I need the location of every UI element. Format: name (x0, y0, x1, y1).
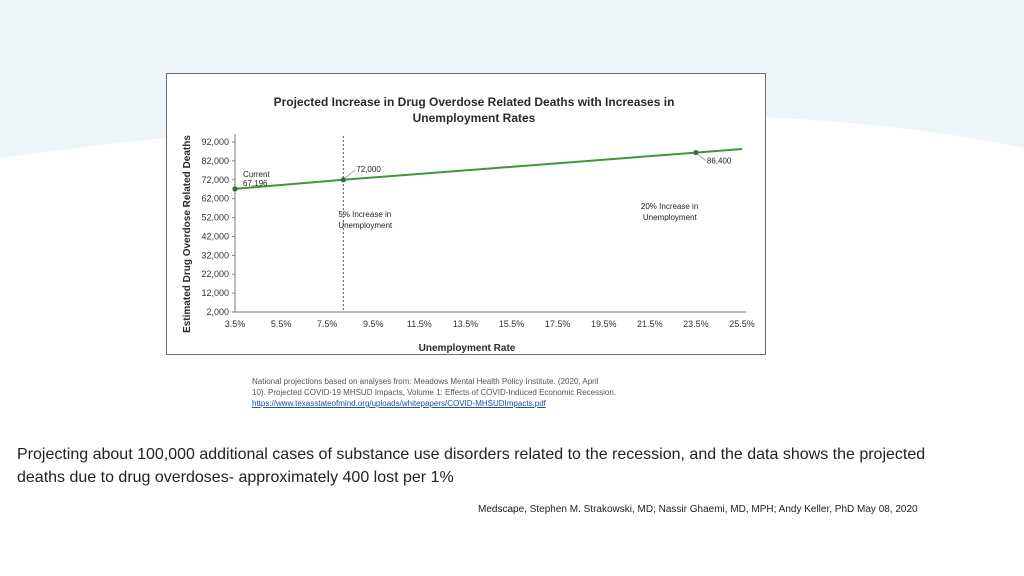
y-tick-label: 52,000 (201, 213, 229, 223)
y-tick-label: 62,000 (201, 194, 229, 204)
y-tick-label: 22,000 (201, 269, 229, 279)
slide-caption: Projecting about 100,000 additional case… (17, 446, 926, 486)
line-chart: Projected Increase in Drug Overdose Rela… (182, 95, 755, 354)
x-axis: 3.5% 5.5% 7.5% 9.5% 11.5% 13.5% 15.5% 17.5% 19.5… (225, 311, 755, 329)
x-tick-label: 3.5% (225, 319, 246, 329)
source-note: National projections based on analyses f… (252, 376, 722, 409)
y-axis-title: Estimated Drug Overdose Related Deaths (182, 135, 193, 333)
y-tick-label: 92,000 (201, 137, 229, 147)
x-tick-label: 15.5% (499, 319, 525, 329)
data-point (340, 177, 346, 183)
data-label-leader (345, 169, 356, 179)
source-line-2: 10). Projected COVID-19 MHSUD Impacts, V… (252, 388, 616, 397)
x-tick-label: 23.5% (683, 319, 709, 329)
data-label-value: 72,000 (356, 165, 381, 174)
annotation-text: 5% Increase in (338, 210, 391, 219)
y-tick-label: 32,000 (201, 250, 229, 260)
source-link[interactable]: https://www.texasstateofmind.org/uploads… (252, 399, 546, 408)
y-tick-label: 72,000 (201, 175, 229, 185)
chart-title-line-2: Unemployment Rates (413, 111, 536, 125)
y-axis: 2,000 12,000 22,000 32,000 42,000 52,000 62,00… (201, 134, 236, 317)
slide-citation: Medscape, Stephen M. Strakowski, MD; Nas… (478, 504, 918, 515)
data-label-value: 67,196 (243, 179, 268, 188)
x-tick-label: 19.5% (591, 319, 617, 329)
chart-title-line-1: Projected Increase in Drug Overdose Rela… (274, 95, 675, 109)
data-label-current: Current (243, 170, 270, 179)
y-tick-label: 82,000 (201, 156, 229, 166)
annotation-text: Unemployment (338, 221, 393, 230)
data-point (232, 186, 238, 192)
series-line (234, 147, 743, 190)
x-tick-label: 17.5% (545, 319, 571, 329)
y-tick-label: 2,000 (206, 307, 229, 317)
x-tick-label: 25.5% (729, 319, 755, 329)
y-tick-label: 42,000 (201, 231, 229, 241)
annotation-text: 20% Increase in (641, 202, 698, 211)
x-tick-label: 5.5% (271, 319, 292, 329)
chart-image: Projected Increase in Drug Overdose Rela… (166, 73, 766, 355)
x-tick-label: 7.5% (317, 319, 338, 329)
data-label-leader (697, 154, 707, 161)
y-tick-label: 12,000 (201, 288, 229, 298)
x-tick-label: 9.5% (363, 319, 384, 329)
x-axis-title: Unemployment Rate (419, 343, 516, 354)
annotation-text: Unemployment (643, 213, 698, 222)
source-line-1: National projections based on analyses f… (252, 377, 599, 386)
x-tick-label: 13.5% (453, 319, 479, 329)
data-label-value: 86,400 (707, 157, 732, 166)
x-tick-label: 21.5% (637, 319, 663, 329)
x-tick-label: 11.5% (407, 319, 432, 329)
data-point (693, 149, 699, 156)
